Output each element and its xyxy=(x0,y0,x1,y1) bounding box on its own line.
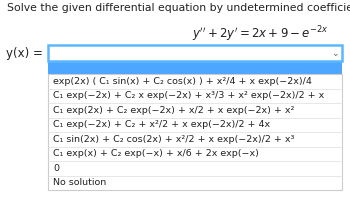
Text: C₁ exp(x) + C₂ exp(−x) + x/6 + 2x exp(−x): C₁ exp(x) + C₂ exp(−x) + x/6 + 2x exp(−x… xyxy=(53,149,259,158)
Text: ⌄: ⌄ xyxy=(331,49,339,58)
Text: C₁ exp(−2x) + C₂ x exp(−2x) + x³/3 + x² exp(−2x)/2 + x: C₁ exp(−2x) + C₂ x exp(−2x) + x³/3 + x² … xyxy=(53,91,324,100)
Text: $y'' +2y' = 2x +9-e^{-2x}$: $y'' +2y' = 2x +9-e^{-2x}$ xyxy=(191,24,328,44)
Text: No solution: No solution xyxy=(53,178,106,187)
Text: C₁ exp(−2x) + C₂ + x²/2 + x exp(−2x)/2 + 4x: C₁ exp(−2x) + C₂ + x²/2 + x exp(−2x)/2 +… xyxy=(53,120,270,129)
Bar xyxy=(48,74,342,190)
Text: exp(2x) ( C₁ sin(x) + C₂ cos(x) ) + x²/4 + x exp(−2x)/4: exp(2x) ( C₁ sin(x) + C₂ cos(x) ) + x²/4… xyxy=(53,77,312,86)
Text: 0: 0 xyxy=(53,164,59,173)
Bar xyxy=(48,61,342,74)
Text: C₁ sin(2x) + C₂ cos(2x) + x²/2 + x exp(−2x)/2 + x³: C₁ sin(2x) + C₂ cos(2x) + x²/2 + x exp(−… xyxy=(53,135,294,144)
Text: C₁ exp(2x) + C₂ exp(−2x) + x/2 + x exp(−2x) + x²: C₁ exp(2x) + C₂ exp(−2x) + x/2 + x exp(−… xyxy=(53,106,294,115)
Text: Solve the given differential equation by undetermined coefficients.: Solve the given differential equation by… xyxy=(7,3,350,13)
Bar xyxy=(48,45,342,61)
Text: y(x) =: y(x) = xyxy=(6,47,43,60)
